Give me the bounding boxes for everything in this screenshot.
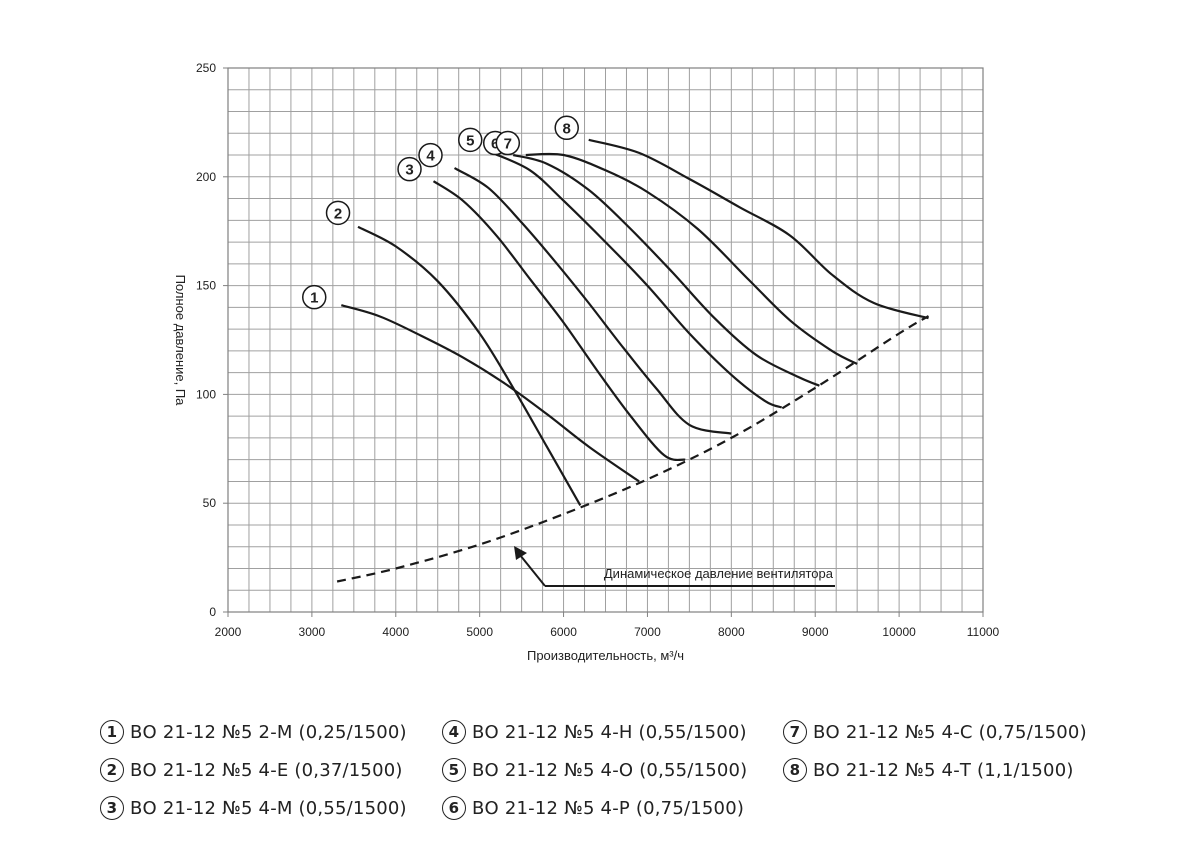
x-tick-label: 8000 — [718, 625, 745, 639]
legend-text: ВО 21-12 №5 4-С (0,75/1500) — [813, 721, 1087, 743]
legend: 1 ВО 21-12 №5 2-М (0,25/1500) 2 ВО 21-12… — [100, 720, 1140, 830]
x-tick-label: 5000 — [466, 625, 493, 639]
legend-item: 7 ВО 21-12 №5 4-С (0,75/1500) — [783, 720, 1087, 744]
y-tick-label: 50 — [203, 496, 217, 510]
fan-curve-4 — [453, 167, 732, 435]
x-tick-label: 3000 — [299, 625, 326, 639]
y-tick-label: 150 — [196, 279, 216, 293]
fan-curve-1 — [340, 304, 640, 483]
curve-label-circle — [397, 156, 422, 182]
y-tick-label: 200 — [196, 170, 216, 184]
x-tick-label: 4000 — [382, 625, 409, 639]
fan-curve-7 — [525, 152, 858, 365]
curve-label: 6 — [491, 136, 499, 153]
x-tick-label: 7000 — [634, 625, 661, 639]
legend-item: 3 ВО 21-12 №5 4-М (0,55/1500) — [100, 796, 407, 820]
curve-label: 8 — [563, 120, 571, 137]
legend-number: 4 — [442, 720, 466, 744]
curve-label: 4 — [426, 148, 435, 165]
legend-text: ВО 21-12 №5 4-Е (0,37/1500) — [130, 759, 403, 781]
x-tick-label: 2000 — [215, 625, 242, 639]
legend-number: 6 — [442, 796, 466, 820]
x-axis-title: Производительность, м³/ч — [527, 648, 684, 663]
curve-label-circle — [302, 284, 327, 310]
legend-number: 5 — [442, 758, 466, 782]
legend-number: 3 — [100, 796, 124, 820]
legend-text: ВО 21-12 №5 4-О (0,55/1500) — [472, 759, 748, 781]
curve-label: 7 — [504, 136, 512, 153]
fan-curve-3 — [432, 180, 686, 462]
legend-number: 8 — [783, 758, 807, 782]
x-tick-label: 11000 — [967, 625, 1000, 639]
y-axis-title: Полное давление, Па — [173, 275, 188, 407]
y-tick-label: 250 — [196, 61, 216, 75]
curve-label-circle — [458, 127, 483, 153]
x-tick-label: 9000 — [802, 625, 829, 639]
legend-item: 4 ВО 21-12 №5 4-Н (0,55/1500) — [442, 720, 747, 744]
legend-text: ВО 21-12 №5 4-Р (0,75/1500) — [472, 797, 745, 819]
legend-text: ВО 21-12 №5 4-Т (1,1/1500) — [813, 759, 1074, 781]
plot-frame — [227, 67, 984, 613]
curve-label-circle — [325, 200, 351, 226]
y-tick-label: 0 — [209, 605, 216, 619]
legend-number: 1 — [100, 720, 124, 744]
curve-label-circle — [554, 115, 579, 141]
legend-number: 7 — [783, 720, 807, 744]
x-tick-label: 10000 — [882, 625, 916, 639]
curve-label: 3 — [405, 162, 413, 179]
curve-label: 5 — [466, 132, 474, 149]
legend-item: 6 ВО 21-12 №5 4-Р (0,75/1500) — [442, 796, 744, 820]
fan-curve-8 — [588, 138, 929, 320]
curve-label-circle — [495, 130, 521, 156]
dynamic-pressure-curve — [336, 315, 930, 583]
curve-label: 2 — [334, 205, 342, 222]
annotation-label: Динамическое давление вентилятора — [604, 566, 834, 581]
fan-curve-2 — [357, 225, 582, 506]
legend-number: 2 — [100, 758, 124, 782]
fan-curve-5 — [491, 151, 783, 409]
annotation-arrowhead — [514, 546, 527, 560]
legend-item: 2 ВО 21-12 №5 4-Е (0,37/1500) — [100, 758, 403, 782]
legend-text: ВО 21-12 №5 2-М (0,25/1500) — [130, 721, 407, 743]
legend-text: ВО 21-12 №5 4-Н (0,55/1500) — [472, 721, 747, 743]
legend-text: ВО 21-12 №5 4-М (0,55/1500) — [130, 797, 407, 819]
fan-curve-6 — [512, 153, 820, 387]
y-tick-label: 100 — [196, 387, 216, 401]
legend-item: 5 ВО 21-12 №5 4-О (0,55/1500) — [442, 758, 747, 782]
legend-item: 8 ВО 21-12 №5 4-Т (1,1/1500) — [783, 758, 1074, 782]
legend-item: 1 ВО 21-12 №5 2-М (0,25/1500) — [100, 720, 407, 744]
curve-label: 1 — [310, 290, 318, 307]
curve-label-circle — [418, 142, 443, 168]
x-tick-label: 6000 — [550, 625, 577, 639]
